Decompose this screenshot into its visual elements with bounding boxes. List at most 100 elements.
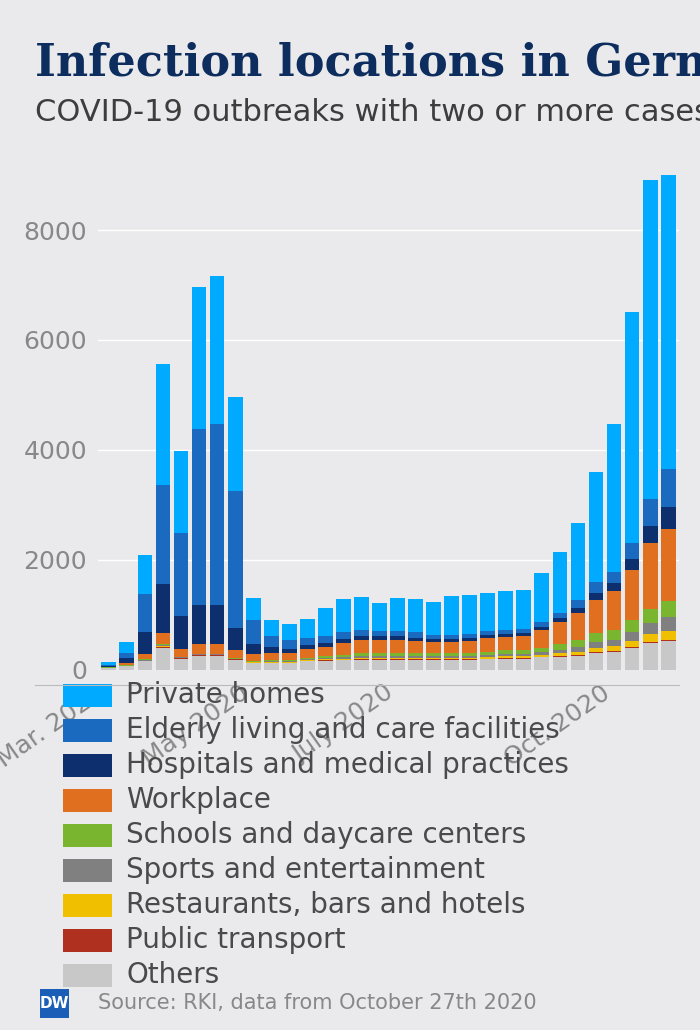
Bar	[444, 659, 459, 670]
Bar	[174, 616, 188, 649]
Bar	[300, 659, 315, 660]
Bar	[372, 656, 387, 658]
Bar	[192, 286, 206, 430]
Bar	[264, 663, 279, 670]
Bar	[480, 657, 495, 659]
Bar	[661, 640, 676, 641]
Bar	[426, 602, 441, 634]
Bar	[517, 654, 531, 656]
Bar	[228, 628, 242, 650]
Bar	[517, 656, 531, 658]
Bar	[498, 629, 513, 633]
Bar	[444, 642, 459, 653]
Bar	[228, 659, 242, 670]
Text: Public transport: Public transport	[126, 926, 346, 955]
Bar	[210, 656, 225, 670]
Bar	[336, 599, 351, 632]
Bar	[318, 636, 332, 643]
Bar	[462, 653, 477, 656]
Bar	[246, 620, 260, 645]
Bar	[552, 552, 567, 613]
Bar	[552, 653, 567, 656]
Bar	[120, 653, 134, 658]
Bar	[462, 656, 477, 658]
Bar	[535, 630, 550, 648]
Bar	[426, 634, 441, 640]
Bar	[336, 643, 351, 655]
Bar	[300, 650, 315, 658]
Text: Private homes: Private homes	[126, 681, 325, 710]
Bar	[390, 656, 405, 658]
Bar	[408, 599, 423, 632]
Bar	[408, 658, 423, 659]
Bar	[661, 617, 676, 630]
Bar	[372, 658, 387, 659]
Bar	[120, 658, 134, 662]
Text: Schools and daycare centers: Schools and daycare centers	[126, 821, 526, 850]
Bar	[444, 634, 459, 640]
Bar	[624, 620, 640, 631]
Bar	[300, 639, 315, 645]
Bar	[318, 660, 332, 670]
Bar	[535, 652, 550, 655]
Bar	[372, 640, 387, 653]
Bar	[264, 637, 279, 648]
Text: Elderly living and care facilities: Elderly living and care facilities	[126, 716, 560, 745]
Bar	[552, 618, 567, 622]
Bar	[354, 596, 369, 629]
Text: Infection locations in Germany: Infection locations in Germany	[35, 41, 700, 84]
Bar	[282, 624, 297, 641]
Bar	[336, 660, 351, 670]
Bar	[552, 644, 567, 650]
Bar	[318, 608, 332, 636]
Bar	[517, 633, 531, 636]
Bar	[643, 543, 657, 609]
Bar	[624, 641, 640, 647]
Bar	[643, 609, 657, 623]
Bar	[570, 613, 585, 640]
Bar	[517, 658, 531, 670]
Bar	[624, 559, 640, 571]
Bar	[498, 658, 513, 670]
Bar	[624, 631, 640, 641]
Bar	[372, 659, 387, 670]
Bar	[535, 657, 550, 670]
Bar	[444, 653, 459, 656]
Bar	[498, 591, 513, 629]
Bar	[643, 180, 657, 499]
Bar	[426, 642, 441, 653]
Bar	[120, 662, 134, 665]
Bar	[210, 606, 225, 644]
Bar	[137, 661, 153, 670]
Bar	[589, 642, 603, 648]
Bar	[300, 661, 315, 670]
Text: Others: Others	[126, 961, 219, 990]
Bar	[155, 584, 170, 633]
Bar	[643, 642, 657, 643]
Bar	[137, 593, 153, 632]
Bar	[336, 655, 351, 657]
Bar	[462, 641, 477, 653]
Bar	[372, 630, 387, 637]
Bar	[589, 633, 603, 642]
Bar	[570, 599, 585, 608]
Bar	[462, 639, 477, 641]
Bar	[336, 658, 351, 660]
Bar	[444, 656, 459, 658]
Bar	[354, 659, 369, 670]
Bar	[570, 647, 585, 652]
Bar	[444, 658, 459, 659]
Bar	[444, 640, 459, 642]
Bar	[462, 659, 477, 670]
Bar	[607, 652, 622, 670]
Bar	[155, 645, 170, 646]
Bar	[552, 622, 567, 644]
Bar	[535, 573, 550, 622]
Bar	[517, 650, 531, 654]
Text: Workplace: Workplace	[126, 786, 271, 815]
Bar	[137, 555, 153, 593]
Bar	[661, 630, 676, 640]
Bar	[661, 529, 676, 600]
Bar	[174, 658, 188, 670]
Bar	[282, 663, 297, 670]
